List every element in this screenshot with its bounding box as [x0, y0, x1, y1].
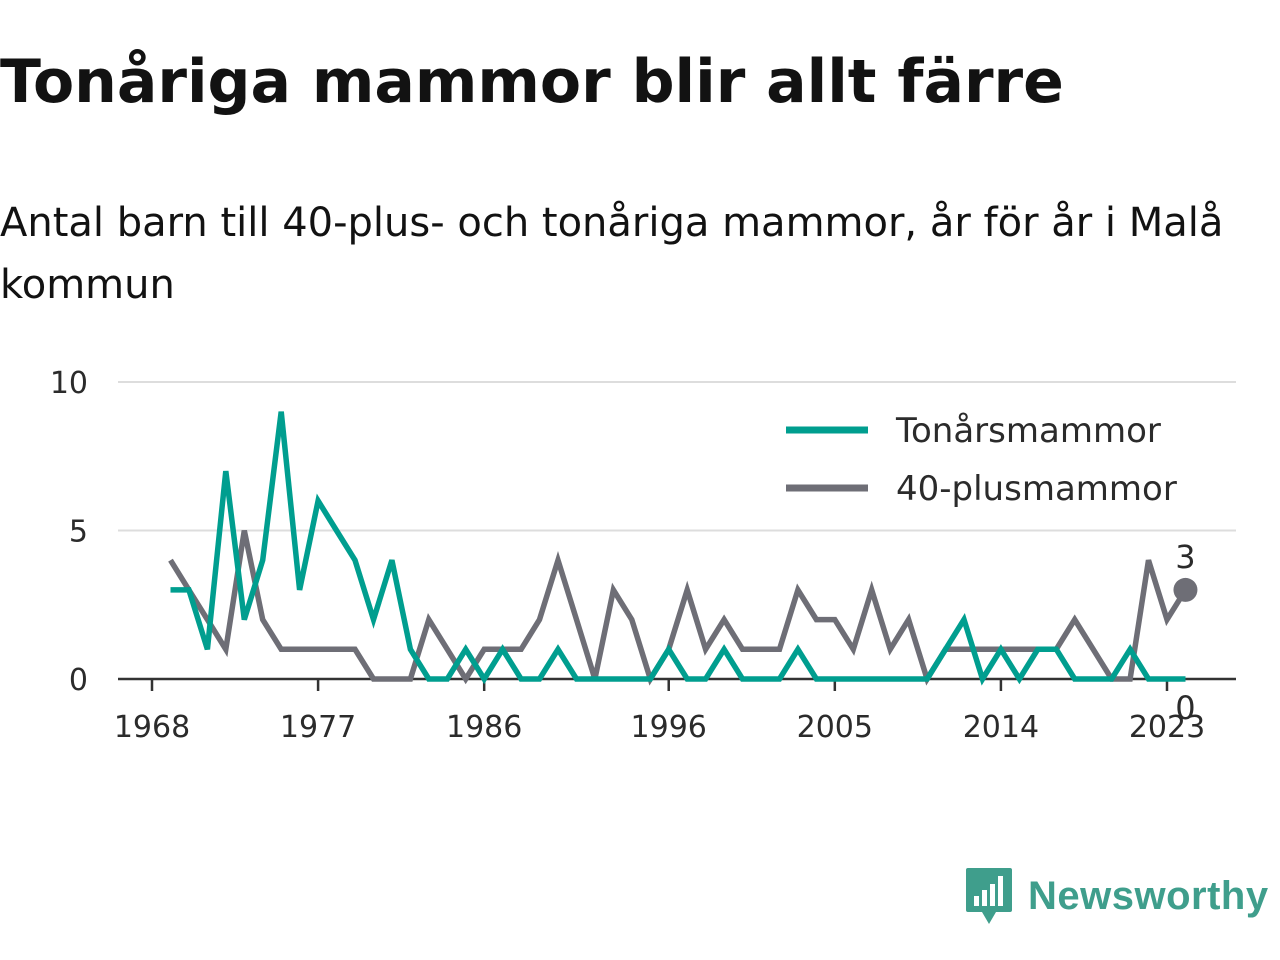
x-tick-label-1977: 1977	[280, 710, 356, 745]
series-line-tonarsmammor	[170, 411, 1186, 686]
end-label-40-plusmammor: 3	[1175, 538, 1195, 576]
x-tick-label-1968: 1968	[114, 710, 190, 745]
end-label-tonarsmammor: 0	[1175, 689, 1195, 727]
brand-logo: Newsworthy	[964, 864, 1269, 928]
x-tick-label-1996: 1996	[631, 710, 707, 745]
gridlines	[118, 381, 1236, 532]
y-tick-label-0: 0	[69, 663, 88, 698]
chart-subtitle: Antal barn till 40-plus- och tonåriga ma…	[0, 200, 1224, 308]
series-lines	[168, 411, 1188, 686]
x-tick-label-2005: 2005	[797, 710, 873, 745]
newsworthy-logo-icon	[966, 868, 1012, 924]
y-tick-label-10: 10	[50, 366, 88, 401]
x-tick-label-1986: 1986	[446, 710, 522, 745]
series-line-40-plusmammor	[168, 529, 1188, 686]
x-axis: 1968 1977 1986 1996 2005 2014 2023	[114, 677, 1236, 745]
legend-label-40-plusmammor: 40-plusmammor	[896, 469, 1177, 509]
end-point-40-plusmammor	[1173, 577, 1198, 602]
legend-label-tonarsmammor: Tonårsmammor	[895, 411, 1161, 451]
end-markers: 30	[1173, 538, 1198, 727]
chart-title: Tonåriga mammor blir allt färre	[0, 47, 1064, 117]
y-tick-label-5: 5	[69, 515, 88, 550]
y-axis-tick-labels: 0 5 10	[50, 366, 88, 698]
x-tick-label-2023: 2023	[1129, 710, 1205, 745]
x-tick-label-2014: 2014	[963, 710, 1039, 745]
brand-name: Newsworthy	[1028, 873, 1269, 918]
legend: Tonårsmammor 40-plusmammor	[786, 411, 1177, 509]
